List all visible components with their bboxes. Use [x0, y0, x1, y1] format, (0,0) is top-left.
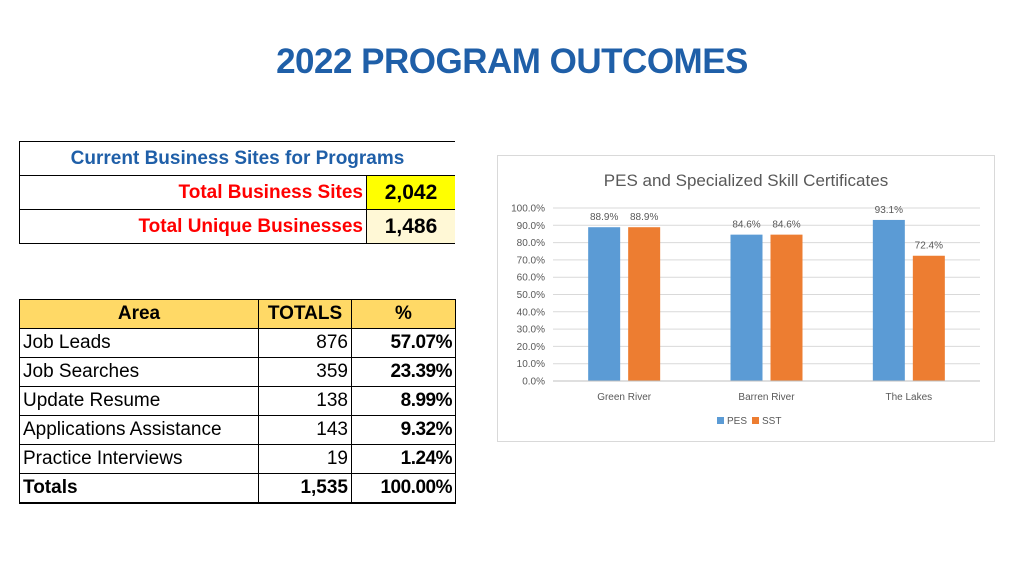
- y-tick-label: 70.0%: [517, 255, 545, 266]
- business-sites-table: Current Business Sites for Programs Tota…: [19, 141, 455, 244]
- header-percent: %: [351, 299, 456, 329]
- y-tick-label: 100.0%: [511, 204, 545, 215]
- table-row: Job Leads 876 57.07%: [19, 328, 456, 358]
- header-area: Area: [19, 299, 259, 329]
- row-area: Update Resume: [19, 386, 259, 416]
- row-percent: 1.24%: [351, 444, 456, 474]
- header-totals: TOTALS: [258, 299, 352, 329]
- row-percent: 57.07%: [351, 328, 456, 358]
- y-tick-label: 40.0%: [517, 307, 545, 318]
- chart-legend: PES SST: [717, 416, 781, 427]
- bar-pes: [588, 227, 621, 381]
- row-total: 19: [258, 444, 352, 474]
- bar-pes: [872, 219, 905, 381]
- chart-title: PES and Specialized Skill Certificates: [604, 171, 888, 190]
- row-percent: 8.99%: [351, 386, 456, 416]
- data-label: 84.6%: [732, 220, 760, 231]
- y-tick-label: 60.0%: [517, 273, 545, 284]
- data-label: 88.9%: [590, 212, 618, 223]
- row-total: 143: [258, 415, 352, 445]
- x-tick-label: The Lakes: [885, 392, 932, 403]
- row-percent: 9.32%: [351, 415, 456, 445]
- row-area: Practice Interviews: [19, 444, 259, 474]
- y-tick-label: 80.0%: [517, 238, 545, 249]
- data-label: 93.1%: [875, 205, 903, 216]
- row-area: Job Leads: [19, 328, 259, 358]
- data-label: 84.6%: [772, 220, 800, 231]
- legend-swatch: [752, 417, 759, 424]
- x-axis: Green River Barren River The Lakes: [553, 380, 980, 403]
- row-total: 876: [258, 328, 352, 358]
- totals-count: 1,535: [258, 473, 352, 504]
- y-tick-label: 50.0%: [517, 290, 545, 301]
- total-business-sites-value: 2,042: [366, 175, 455, 210]
- x-tick-label: Green River: [597, 392, 652, 403]
- chart-grid: [553, 207, 980, 382]
- data-label: 88.9%: [630, 212, 658, 223]
- table-row: Practice Interviews 19 1.24%: [19, 444, 456, 474]
- x-tick-label: Barren River: [738, 392, 795, 403]
- chart-svg: PES and Specialized Skill Certificates 0…: [511, 171, 980, 427]
- page-title: 2022 PROGRAM OUTCOMES: [276, 42, 748, 81]
- row-total: 138: [258, 386, 352, 416]
- bar-sst: [770, 234, 803, 381]
- certificates-chart: PES and Specialized Skill Certificates 0…: [497, 155, 995, 442]
- y-tick-label: 30.0%: [517, 325, 545, 336]
- row-percent: 23.39%: [351, 357, 456, 387]
- total-unique-businesses-label: Total Unique Businesses: [19, 209, 367, 244]
- sites-table-header: Current Business Sites for Programs: [19, 141, 455, 176]
- bar-pes: [730, 234, 763, 381]
- y-tick-label: 10.0%: [517, 359, 545, 370]
- bar-sst: [628, 227, 661, 381]
- total-business-sites-label: Total Business Sites: [19, 175, 367, 210]
- totals-row: Totals 1,535 100.00%: [19, 473, 456, 504]
- area-table: Area TOTALS % Job Leads 876 57.07% Job S…: [19, 299, 456, 504]
- chart-bars: 88.9% 88.9% 84.6% 84.6% 93.1% 72.4%: [588, 205, 945, 381]
- row-total: 359: [258, 357, 352, 387]
- bar-sst: [912, 255, 945, 381]
- y-axis: 0.0% 10.0% 20.0% 30.0% 40.0% 50.0% 60.0% 70.0% 8…: [511, 204, 545, 388]
- legend-label: PES: [727, 416, 747, 427]
- data-label: 72.4%: [915, 241, 943, 252]
- y-tick-label: 20.0%: [517, 342, 545, 353]
- legend-label: SST: [762, 416, 781, 427]
- y-tick-label: 0.0%: [522, 377, 545, 388]
- area-table-header-row: Area TOTALS %: [19, 299, 456, 329]
- table-row: Job Searches 359 23.39%: [19, 357, 456, 387]
- table-row: Update Resume 138 8.99%: [19, 386, 456, 416]
- total-unique-businesses-value: 1,486: [366, 209, 455, 244]
- row-area: Applications Assistance: [19, 415, 259, 445]
- row-area: Job Searches: [19, 357, 259, 387]
- table-row: Applications Assistance 143 9.32%: [19, 415, 456, 445]
- legend-swatch: [717, 417, 724, 424]
- totals-percent: 100.00%: [351, 473, 456, 504]
- totals-label: Totals: [19, 473, 259, 504]
- y-tick-label: 90.0%: [517, 221, 545, 232]
